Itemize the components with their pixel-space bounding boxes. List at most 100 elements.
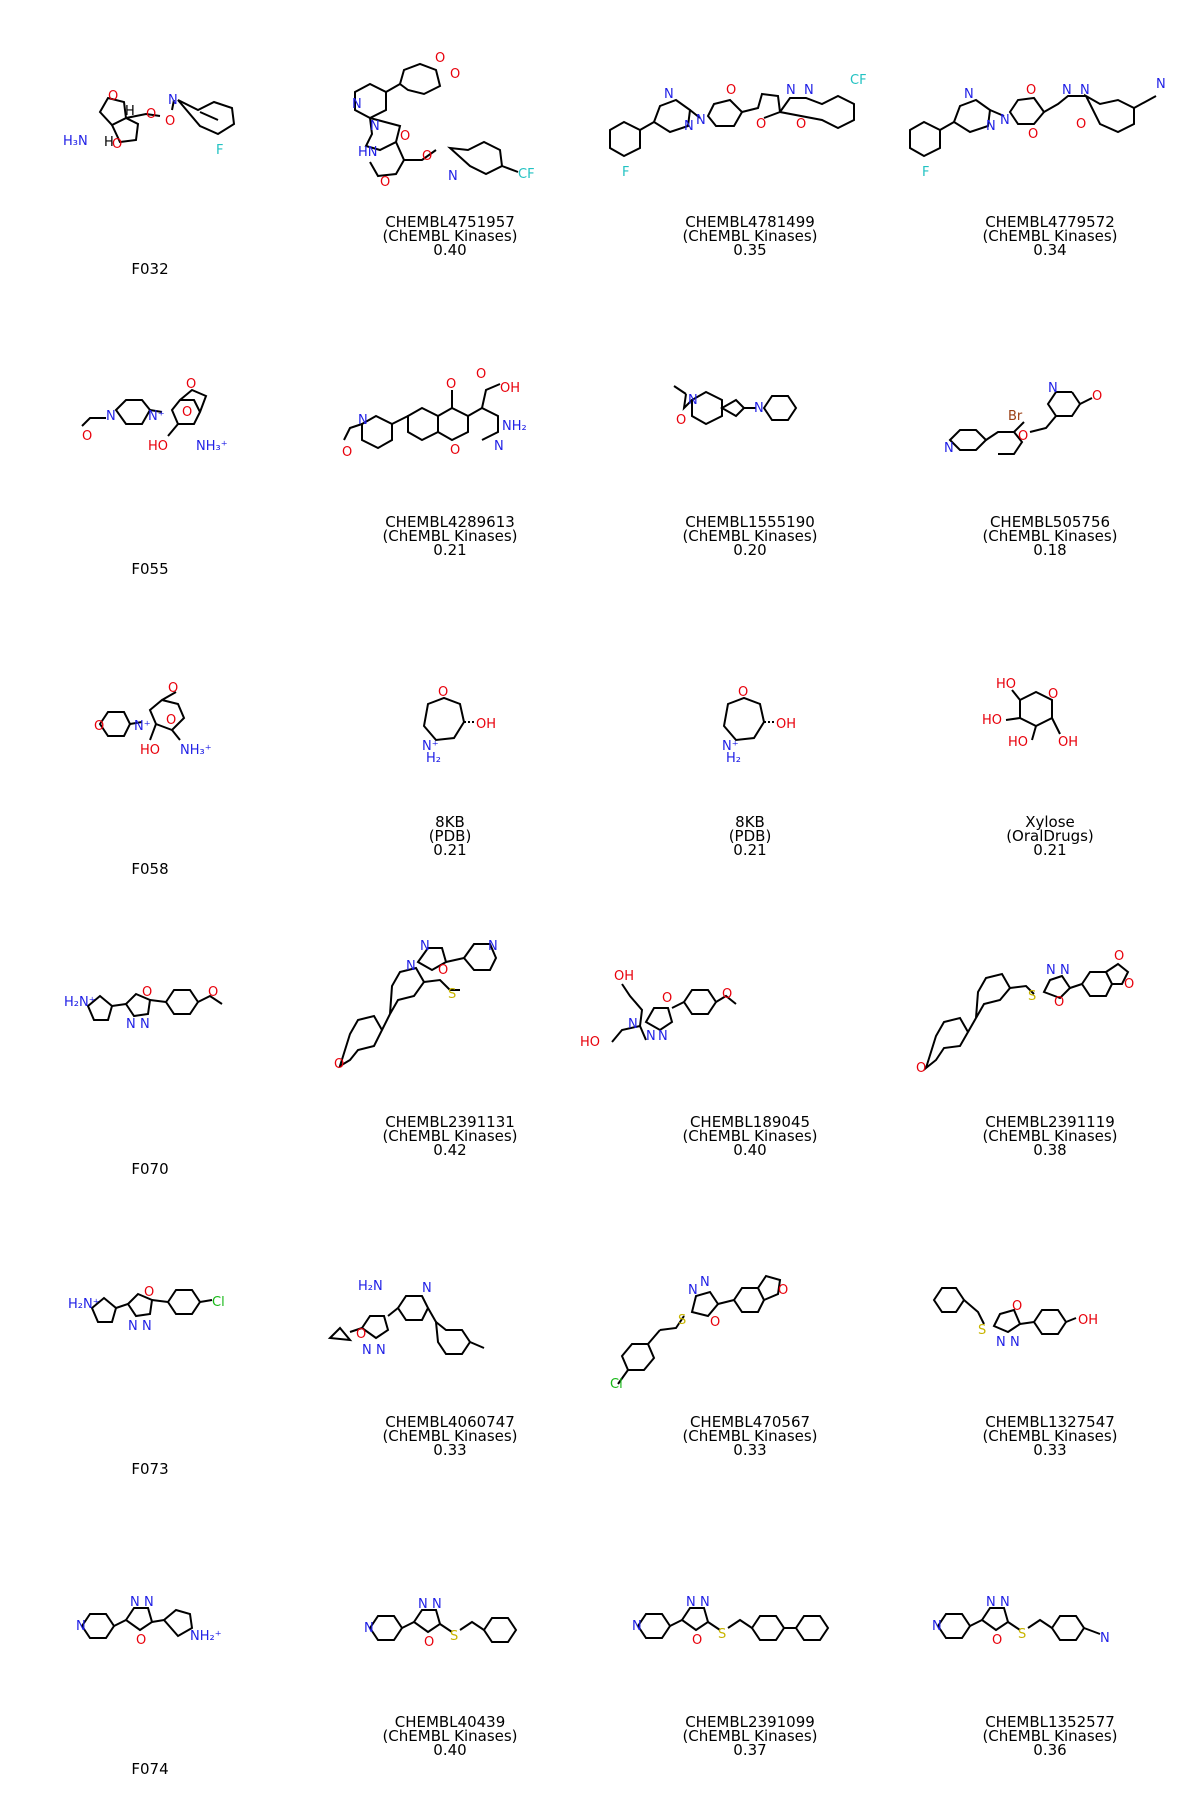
svg-text:O: O	[1092, 389, 1102, 404]
molecule-structure: O S N N O O O	[916, 949, 1134, 1076]
svg-text:N: N	[688, 1283, 698, 1298]
svg-text:N: N	[126, 1017, 136, 1032]
svg-text:N: N	[646, 1029, 656, 1044]
molecule-structure: Cl S N N O O	[610, 1274, 788, 1392]
molecule-structure: H₂N⁺ O N N Cl	[68, 1285, 225, 1334]
hit-score: 0.36	[1033, 1741, 1067, 1759]
hit-score: 0.21	[433, 541, 467, 559]
hit-id: 8KB	[735, 813, 765, 831]
hit-score: 0.21	[433, 841, 467, 859]
molecule-structure: O OH N⁺ H₂	[722, 685, 796, 766]
hit-id: CHEMBL2391099	[685, 1713, 815, 1731]
svg-text:OH: OH	[1058, 735, 1078, 750]
svg-text:Cl: Cl	[610, 1377, 623, 1392]
svg-text:N: N	[658, 1029, 668, 1044]
svg-text:O: O	[342, 445, 352, 460]
svg-text:N: N	[422, 1281, 432, 1296]
svg-text:N: N	[1060, 963, 1070, 978]
svg-text:N: N	[964, 87, 974, 102]
molecule-structure: N N N O NH₂⁺	[76, 1595, 222, 1648]
svg-text:N: N	[432, 1597, 442, 1612]
hit-cell: S O N N OH CHEMBL1327547 (ChEMBL Kinases…	[900, 1200, 1200, 1500]
svg-text:O: O	[1076, 117, 1086, 132]
hit-score: 0.37	[733, 1741, 767, 1759]
hit-id: CHEMBL1555190	[685, 513, 815, 531]
svg-text:N: N	[142, 1319, 152, 1334]
svg-text:N: N	[352, 97, 362, 112]
svg-text:O: O	[446, 377, 456, 392]
svg-text:F: F	[622, 165, 629, 180]
svg-text:O: O	[1012, 1299, 1022, 1314]
hit-source: (ChEMBL Kinases)	[982, 527, 1118, 545]
svg-text:O: O	[108, 89, 118, 104]
hit-score: 0.40	[433, 241, 467, 259]
hit-cell: O S N N O O O CHEMBL2391119 (ChEMBL Kina…	[900, 900, 1200, 1200]
hit-id: CHEMBL2391131	[385, 1113, 515, 1131]
svg-text:O: O	[1048, 687, 1058, 702]
svg-text:N: N	[76, 1619, 86, 1634]
svg-text:HO: HO	[580, 1035, 600, 1050]
hit-cell: Cl S N N O O CHEMBL470567 (ChEMBL Kinase…	[600, 1200, 900, 1500]
hit-score: 0.33	[433, 1441, 467, 1459]
molecule-structure: H₂N⁺ O N N O	[64, 985, 223, 1032]
svg-text:O: O	[94, 719, 104, 734]
svg-text:O: O	[722, 987, 732, 1002]
svg-text:O: O	[136, 1633, 146, 1648]
hit-source: (OralDrugs)	[1006, 827, 1094, 845]
svg-text:O: O	[676, 413, 686, 428]
svg-text:O: O	[438, 963, 448, 978]
svg-text:N: N	[140, 1017, 150, 1032]
svg-text:O: O	[1114, 949, 1124, 964]
hit-cell: N N N O S CHEMBL40439 (ChEMBL Kinases) 0…	[300, 1500, 600, 1800]
svg-text:NH₂⁺: NH₂⁺	[190, 1629, 222, 1644]
svg-text:NH₃⁺: NH₃⁺	[180, 743, 212, 758]
molecule-structure: N N N O S	[632, 1595, 830, 1648]
svg-text:O: O	[208, 985, 218, 1000]
hit-source: (ChEMBL Kinases)	[682, 1727, 818, 1745]
svg-text:N: N	[1080, 83, 1090, 98]
svg-text:O: O	[380, 175, 390, 190]
hit-cell: OH HO N O N N O CHEMBL189045 (ChEMBL Kin…	[580, 900, 900, 1200]
svg-text:O: O	[166, 713, 176, 728]
hit-id: CHEMBL40439	[394, 1713, 506, 1731]
query-cell-f074: N N N O NH₂⁺ F074	[0, 1500, 300, 1800]
svg-text:O: O	[144, 1285, 154, 1300]
svg-text:O: O	[738, 685, 748, 700]
hit-id: CHEMBL4751957	[385, 213, 515, 231]
svg-text:N: N	[1156, 77, 1166, 92]
hit-score: 0.33	[733, 1441, 767, 1459]
molecule-structure: N N HN O O O O O N CF	[352, 51, 535, 190]
svg-text:O: O	[1054, 995, 1064, 1010]
svg-text:O: O	[1018, 429, 1028, 444]
query-cell-f032: H₃N O O O O N F H H F032	[0, 0, 300, 300]
hit-cell: N N HN O O O O O N CF CHEMBL4751957 (ChE…	[300, 0, 600, 300]
svg-text:N: N	[944, 441, 954, 456]
svg-text:O: O	[356, 1327, 366, 1342]
molecule-structure: H₃N O O O O N F H H	[63, 89, 236, 158]
query-id: F070	[131, 1160, 169, 1178]
hit-source: (ChEMBL Kinases)	[982, 1127, 1118, 1145]
svg-text:O: O	[756, 117, 766, 132]
svg-text:N: N	[1046, 963, 1056, 978]
svg-text:O: O	[1124, 977, 1134, 992]
svg-text:O: O	[796, 117, 806, 132]
molecule-structure: HO O HO HO OH	[982, 677, 1078, 750]
molecule-structure: N N N O S	[364, 1597, 518, 1650]
hit-id: CHEMBL4289613	[385, 513, 515, 531]
svg-text:N⁺: N⁺	[134, 719, 151, 734]
svg-text:S: S	[450, 1629, 458, 1644]
svg-text:N: N	[1000, 1595, 1010, 1610]
svg-text:O: O	[168, 681, 178, 696]
hit-id: CHEMBL1327547	[985, 1413, 1115, 1431]
hit-id: 8KB	[435, 813, 465, 831]
svg-text:N: N	[106, 409, 116, 424]
hit-score: 0.42	[433, 1141, 467, 1159]
svg-text:N: N	[358, 413, 368, 428]
hit-source: (ChEMBL Kinases)	[382, 1427, 518, 1445]
molecule-structure: S O N N OH	[932, 1287, 1098, 1350]
svg-text:NH₂: NH₂	[502, 419, 527, 434]
svg-text:N: N	[688, 393, 698, 408]
svg-text:N: N	[686, 1595, 696, 1610]
svg-text:F: F	[922, 165, 929, 180]
